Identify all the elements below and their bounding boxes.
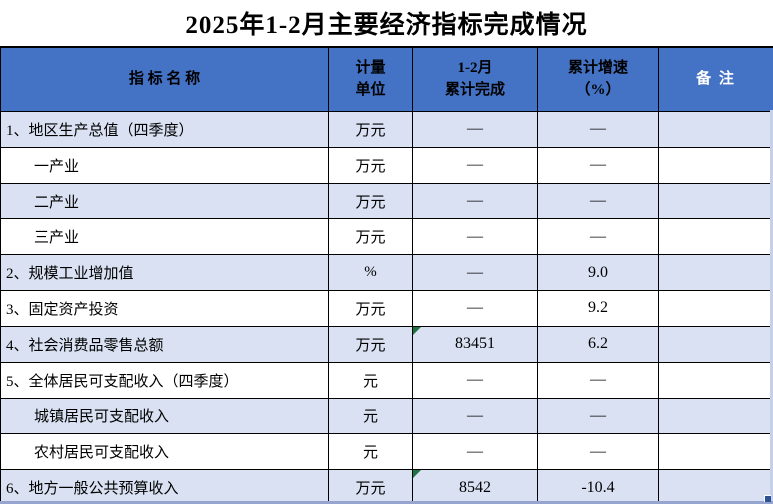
remark-cell[interactable] — [659, 219, 773, 256]
value-cell[interactable]: — — [413, 255, 538, 292]
indicator-name-cell[interactable]: 2、规模工业增加值 — [1, 255, 329, 292]
table-row: 二产业 万元 — — — [1, 183, 773, 220]
indicator-name-cell[interactable]: 3、固定资产投资 — [1, 291, 329, 327]
unit-cell[interactable]: % — [329, 255, 413, 292]
unit-cell[interactable]: 万元 — [329, 219, 413, 256]
value-cell[interactable]: 83451 — [413, 326, 538, 363]
table-title[interactable]: 2025年1-2月主要经济指标完成情况 — [185, 12, 588, 39]
table-row: 5、全体居民可支配收入（四季度） 元 — — — [1, 362, 773, 399]
value-cell[interactable]: — — [413, 112, 538, 148]
indicator-name-cell[interactable]: 一产业 — [1, 147, 329, 184]
growth-cell[interactable]: — — [538, 398, 659, 435]
table-row: 1、地区生产总值（四季度） 万元 — — — [1, 112, 773, 148]
growth-cell[interactable]: — — [538, 434, 659, 471]
selection-bottom-border — [0, 501, 773, 504]
indicators-table: 指 标 名 称 计量 单位 1-2月 累计完成 累计增速 （%） 备 注 1、地… — [0, 46, 773, 504]
table-row: 3、固定资产投资 万元 — 9.2 — [1, 291, 773, 327]
growth-cell[interactable]: 6.2 — [538, 326, 659, 363]
unit-cell[interactable]: 万元 — [329, 470, 413, 504]
unit-cell[interactable]: 万元 — [329, 147, 413, 184]
growth-cell[interactable]: — — [538, 183, 659, 220]
cell-comment-flag-icon — [413, 470, 421, 479]
remark-cell[interactable] — [659, 291, 773, 327]
remark-cell[interactable] — [659, 327, 773, 363]
value-cell[interactable]: — — [413, 147, 538, 184]
header-completed[interactable]: 1-2月 累计完成 — [413, 48, 538, 112]
growth-cell[interactable]: 9.0 — [538, 255, 659, 292]
value-cell[interactable]: — — [413, 398, 538, 435]
header-growth[interactable]: 累计增速 （%） — [538, 48, 659, 112]
value-cell[interactable]: — — [413, 183, 538, 220]
table-header-row: 指 标 名 称 计量 单位 1-2月 累计完成 累计增速 （%） 备 注 — [1, 48, 773, 112]
unit-cell[interactable]: 万元 — [329, 326, 413, 363]
value-cell[interactable]: 8542 — [413, 470, 538, 504]
indicator-name-cell[interactable]: 1、地区生产总值（四季度） — [1, 112, 329, 148]
table-row: 2、规模工业增加值 % — 9.0 — [1, 255, 773, 292]
table-row: 城镇居民可支配收入 元 — — — [1, 398, 773, 435]
growth-cell[interactable]: 9.2 — [538, 291, 659, 327]
growth-cell[interactable]: -10.4 — [538, 470, 659, 504]
value-text: 8542 — [459, 478, 491, 496]
remark-cell[interactable] — [659, 363, 773, 399]
unit-cell[interactable]: 元 — [329, 398, 413, 435]
table-row: 4、社会消费品零售总额 万元 83451 6.2 — [1, 326, 773, 363]
header-unit[interactable]: 计量 单位 — [329, 48, 413, 112]
value-cell[interactable]: — — [413, 291, 538, 327]
remark-cell[interactable] — [659, 148, 773, 184]
remark-cell[interactable] — [659, 399, 773, 435]
indicator-name-cell[interactable]: 农村居民可支配收入 — [1, 434, 329, 471]
unit-cell[interactable]: 元 — [329, 362, 413, 399]
header-remark[interactable]: 备 注 — [659, 48, 773, 112]
value-cell[interactable]: — — [413, 362, 538, 399]
table-row: 一产业 万元 — — — [1, 147, 773, 184]
unit-cell[interactable]: 万元 — [329, 291, 413, 327]
table-row: 农村居民可支配收入 元 — — — [1, 434, 773, 471]
indicator-name-cell[interactable]: 4、社会消费品零售总额 — [1, 326, 329, 363]
remark-cell[interactable] — [659, 112, 773, 148]
growth-cell[interactable]: — — [538, 219, 659, 256]
header-indicator-name[interactable]: 指 标 名 称 — [1, 48, 329, 112]
value-cell[interactable]: — — [413, 219, 538, 256]
growth-cell[interactable]: — — [538, 112, 659, 148]
indicator-name-cell[interactable]: 三产业 — [1, 219, 329, 256]
indicator-name-cell[interactable]: 5、全体居民可支配收入（四季度） — [1, 362, 329, 399]
value-text: 83451 — [455, 335, 495, 353]
unit-cell[interactable]: 元 — [329, 434, 413, 471]
unit-cell[interactable]: 万元 — [329, 112, 413, 148]
remark-cell[interactable] — [659, 184, 773, 220]
cell-comment-flag-icon — [413, 326, 421, 335]
table-row: 6、地方一般公共预算收入 万元 8542 -10.4 — [1, 470, 773, 504]
remark-cell[interactable] — [659, 470, 773, 504]
value-cell[interactable]: — — [413, 434, 538, 471]
remark-cell[interactable] — [659, 255, 773, 292]
selection-right-border — [770, 110, 773, 504]
indicator-name-cell[interactable]: 6、地方一般公共预算收入 — [1, 470, 329, 504]
growth-cell[interactable]: — — [538, 362, 659, 399]
indicator-name-cell[interactable]: 城镇居民可支配收入 — [1, 398, 329, 435]
table-row: 三产业 万元 — — — [1, 219, 773, 256]
unit-cell[interactable]: 万元 — [329, 183, 413, 220]
growth-cell[interactable]: — — [538, 147, 659, 184]
remark-cell[interactable] — [659, 434, 773, 471]
indicator-name-cell[interactable]: 二产业 — [1, 183, 329, 220]
selection-fill-handle[interactable] — [764, 495, 771, 502]
